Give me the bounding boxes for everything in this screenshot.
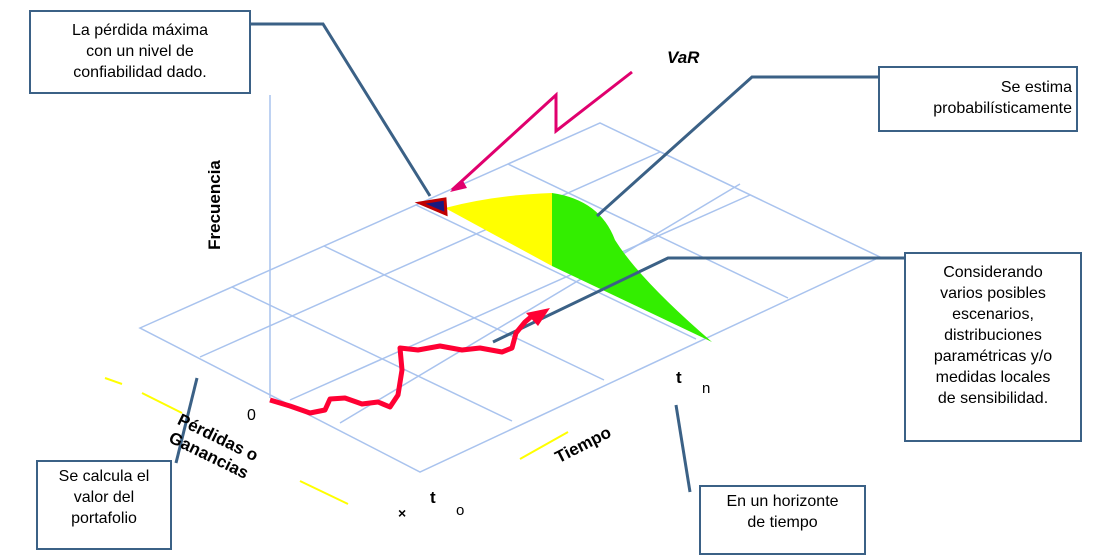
t-n-label: t (676, 368, 682, 387)
grid-line (289, 194, 751, 401)
axis-mark (141, 392, 183, 414)
origin-label: 0 (247, 407, 256, 424)
grid-line (199, 151, 661, 358)
var-label: VaR (667, 48, 700, 67)
connector-horizon (674, 404, 692, 493)
callout-scenarios: Considerando varios posibles escenarios,… (904, 252, 1082, 442)
grid-line (507, 163, 789, 299)
x-mark: × (398, 505, 407, 521)
connector-portfolio (174, 377, 199, 464)
var-arrow-head (450, 179, 467, 192)
grid-line (231, 286, 513, 422)
var-tail (414, 197, 448, 217)
callout-connectors (174, 22, 904, 493)
axis-mark (519, 431, 569, 460)
callout-portfolio: Se calcula el valor del portafolio (36, 460, 172, 550)
callout-estimated: Se estima probabilísticamente (878, 66, 1078, 132)
portfolio-path-arrowhead (526, 308, 550, 326)
callout-horizon: En un horizonte de tiempo (699, 485, 866, 555)
t-o-label: t (430, 488, 436, 507)
grid-line (415, 204, 697, 340)
connector-estimated (595, 75, 878, 218)
var-diagram: La pérdida máxima con un nivel de confia… (29, 10, 1082, 555)
grid-line (323, 245, 605, 381)
axis-mark (104, 377, 123, 385)
connector-scenarios (492, 256, 904, 344)
t-n-subscript: n (702, 380, 711, 397)
diagram-graphics (104, 22, 904, 505)
t-o-subscript: o (456, 502, 465, 519)
connector-max-loss (251, 22, 432, 197)
axis-mark (299, 480, 349, 505)
var-arrow (450, 70, 633, 192)
callout-max-loss: La pérdida máxima con un nivel de confia… (29, 10, 251, 94)
portfolio-path (269, 314, 534, 416)
grid-line (339, 183, 741, 424)
frequency-label: Frecuencia (205, 160, 224, 250)
distribution-green (552, 193, 712, 342)
distribution-yellow (445, 193, 552, 266)
